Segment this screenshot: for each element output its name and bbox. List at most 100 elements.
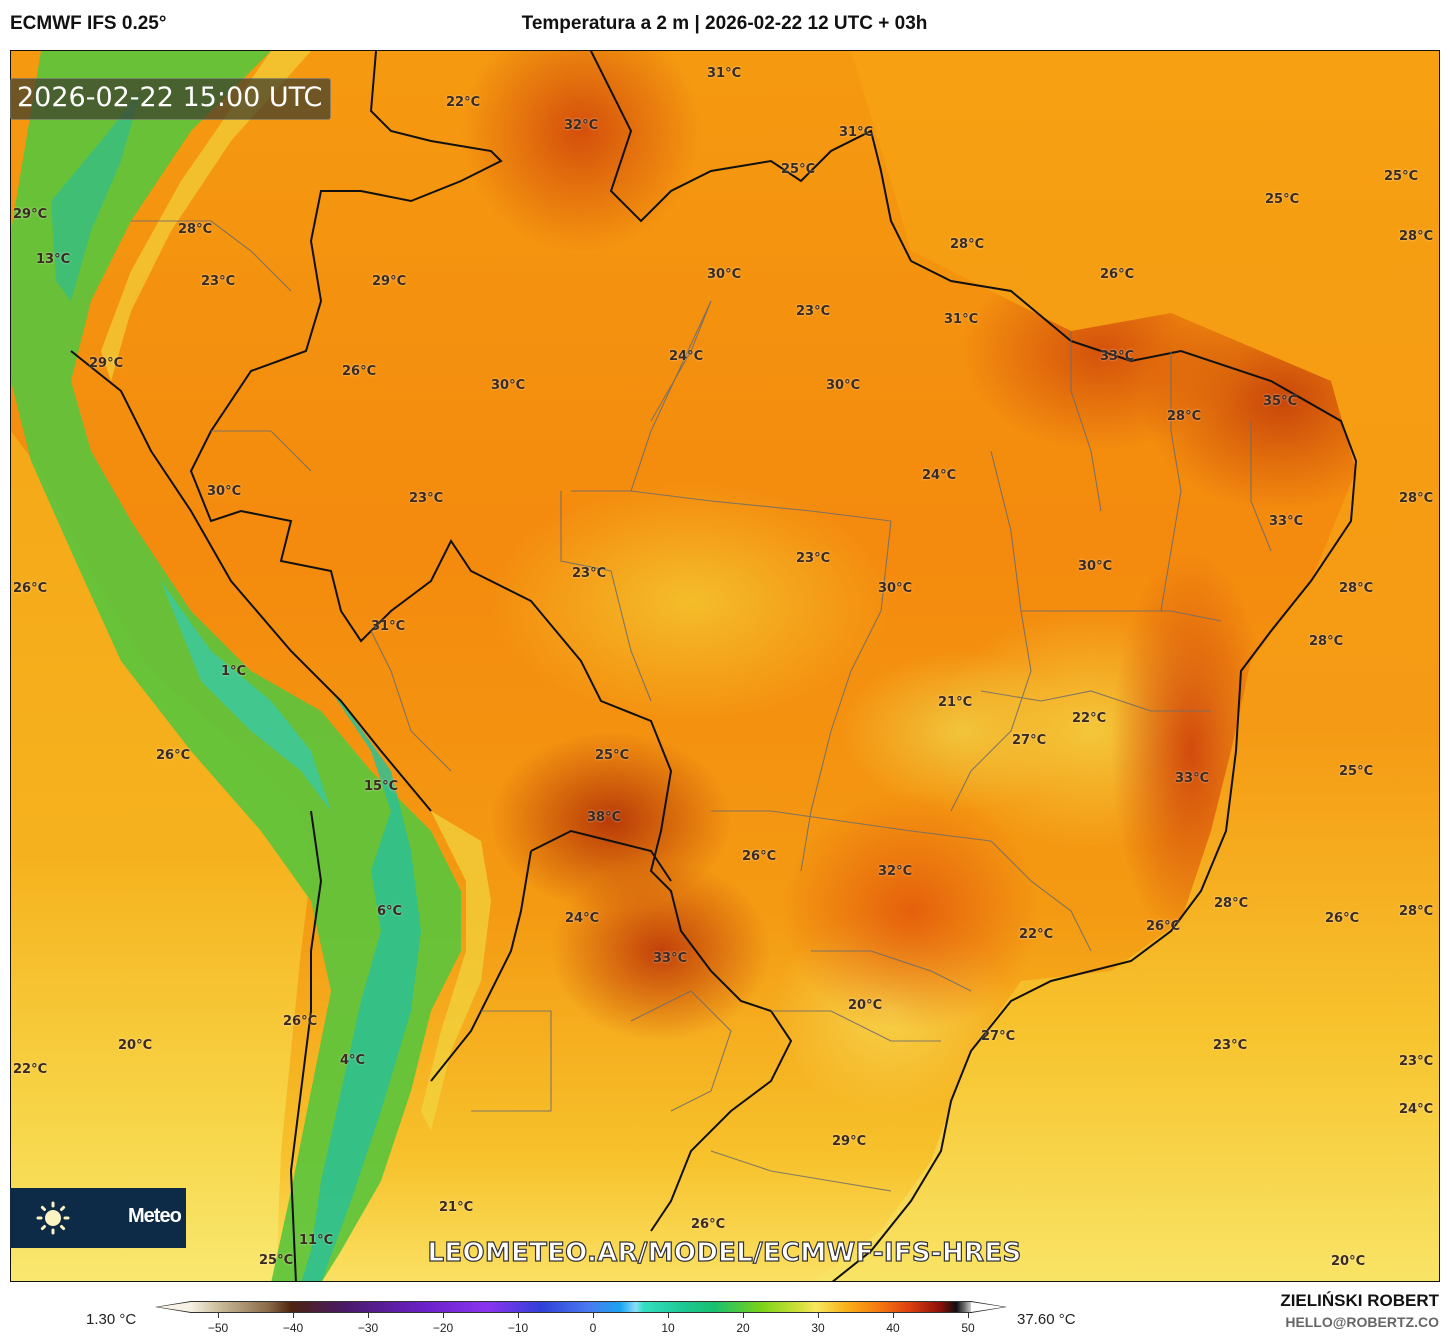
- temperature-label: 31°C: [707, 66, 742, 81]
- colorbar-ticks: −50 −40 −30 −20 −10 0 10 20 30 40 50: [190, 1313, 975, 1338]
- temperature-label: 26°C: [1325, 911, 1360, 926]
- colorbar-tick-label: 20: [736, 1321, 750, 1335]
- colorbar-min-label: 1.30 °C: [86, 1311, 137, 1328]
- author-email[interactable]: HELLO@ROBERTZ.CO: [1285, 1314, 1439, 1330]
- temperature-label: 26°C: [691, 1217, 726, 1232]
- temperature-label: 28°C: [1399, 904, 1434, 919]
- temperature-label: 28°C: [1339, 581, 1374, 596]
- temperature-map[interactable]: 22°C 32°C 31°C 31°C 25°C 25°C 25°C 29°C 28°C 28°C…: [10, 50, 1440, 1282]
- temperature-label: 32°C: [878, 864, 913, 879]
- colorbar-tick: [968, 1313, 969, 1318]
- valid-time-badge: 2026-02-22 15:00 UTC: [10, 78, 332, 120]
- colorbar-tick-label: 40: [886, 1321, 900, 1335]
- temperature-label: 22°C: [13, 1062, 48, 1077]
- temperature-label: 25°C: [1339, 764, 1374, 779]
- temperature-label: 23°C: [1213, 1038, 1248, 1053]
- temperature-label: 24°C: [565, 911, 600, 926]
- temperature-label: 22°C: [1072, 711, 1107, 726]
- temperature-label: 29°C: [13, 207, 48, 222]
- colorbar-tick: [293, 1313, 294, 1318]
- temperature-label: 27°C: [981, 1029, 1016, 1044]
- temperature-label: 13°C: [36, 252, 71, 267]
- temperature-label: 24°C: [669, 349, 704, 364]
- temperature-label: 4°C: [340, 1053, 366, 1068]
- temperature-label: 31°C: [371, 619, 406, 634]
- source-watermark: LEOMETEO.AR/MODEL/ECMWF-IFS-HRES: [427, 1237, 1022, 1268]
- temperature-label: 26°C: [742, 849, 777, 864]
- colorbar-tick: [668, 1313, 669, 1318]
- temperature-label: 20°C: [118, 1038, 153, 1053]
- temperature-label: 30°C: [826, 378, 861, 393]
- temperature-label: 33°C: [1100, 349, 1135, 364]
- colorbar-extend-high-fill: [971, 1302, 1004, 1312]
- temperature-label: 28°C: [950, 237, 985, 252]
- temperature-label: 28°C: [1167, 409, 1202, 424]
- colorbar-tick-label: −10: [507, 1321, 529, 1335]
- temperature-label: 27°C: [1012, 733, 1047, 748]
- colorbar-tick: [443, 1313, 444, 1318]
- temperature-label: 25°C: [595, 748, 630, 763]
- temperature-label: 29°C: [372, 274, 407, 289]
- page-title: Temperatura a 2 m | 2026-02-22 12 UTC + …: [521, 13, 928, 34]
- colorbar-tick-label: 10: [661, 1321, 675, 1335]
- temperature-label: 26°C: [342, 364, 377, 379]
- temperature-label: 21°C: [439, 1200, 474, 1215]
- colorbar-tick-label: −50: [207, 1321, 229, 1335]
- temperature-label: 25°C: [781, 162, 816, 177]
- temperature-label: 26°C: [1146, 919, 1181, 934]
- temperature-label: 29°C: [89, 356, 124, 371]
- temperature-label: 28°C: [1214, 896, 1249, 911]
- colorbar-tick: [818, 1313, 819, 1318]
- temperature-label: 32°C: [564, 118, 599, 133]
- temperature-label: 23°C: [1399, 1054, 1434, 1069]
- temperature-label: 1°C: [221, 664, 247, 679]
- temperature-label: 26°C: [13, 581, 48, 596]
- temperature-label: 33°C: [1175, 771, 1210, 786]
- temperature-label: 30°C: [878, 581, 913, 596]
- colorbar-tick: [518, 1313, 519, 1318]
- temperature-label: 23°C: [572, 566, 607, 581]
- colorbar-tick-label: 30: [811, 1321, 825, 1335]
- temperature-label: 30°C: [207, 484, 242, 499]
- temperature-label: 30°C: [707, 267, 742, 282]
- temperature-label: 28°C: [1399, 491, 1434, 506]
- temperature-label: 25°C: [1384, 169, 1419, 184]
- temperature-label: 24°C: [1399, 1102, 1434, 1117]
- colorbar-tick-label: 50: [961, 1321, 975, 1335]
- temperature-label: 29°C: [832, 1134, 867, 1149]
- colorbar-tick: [593, 1313, 594, 1318]
- temperature-label: 23°C: [796, 551, 831, 566]
- temperature-label: 25°C: [1265, 192, 1300, 207]
- temperature-label: 21°C: [938, 695, 973, 710]
- temperature-label: 26°C: [283, 1014, 318, 1029]
- colorbar-tick: [368, 1313, 369, 1318]
- model-name: ECMWF IFS 0.25°: [10, 13, 167, 34]
- sun-icon: [36, 1201, 70, 1235]
- temperature-label: 28°C: [178, 222, 213, 237]
- temperature-label: 35°C: [1263, 394, 1298, 409]
- temperature-label: 23°C: [201, 274, 236, 289]
- temperature-label: 26°C: [1100, 267, 1135, 282]
- colorbar-tick-label: 0: [589, 1321, 597, 1335]
- temperature-label: 30°C: [1078, 559, 1113, 574]
- temperature-colorbar: [190, 1301, 972, 1313]
- temperature-label: 15°C: [364, 779, 399, 794]
- temperature-label: 31°C: [839, 125, 874, 140]
- temperature-label: 28°C: [1399, 229, 1434, 244]
- logo-text: Meteo: [128, 1205, 182, 1227]
- temperature-label: 23°C: [796, 304, 831, 319]
- temperature-label: 31°C: [944, 312, 979, 327]
- temperature-label: 28°C: [1309, 634, 1344, 649]
- colorbar-max-label: 37.60 °C: [1017, 1311, 1076, 1328]
- colorbar-extend-low-fill: [158, 1302, 191, 1312]
- temperature-label: 30°C: [491, 378, 526, 393]
- temperature-label: 23°C: [409, 491, 444, 506]
- temperature-label: 6°C: [377, 904, 403, 919]
- author-name: ZIELIŃSKI ROBERT: [1280, 1291, 1439, 1310]
- colorbar-tick-label: −30: [357, 1321, 379, 1335]
- colorbar-tick: [743, 1313, 744, 1318]
- temperature-label: 33°C: [1269, 514, 1304, 529]
- temperature-label: 38°C: [587, 810, 622, 825]
- temperature-label: 26°C: [156, 748, 191, 763]
- colorbar-tick-label: −20: [432, 1321, 454, 1335]
